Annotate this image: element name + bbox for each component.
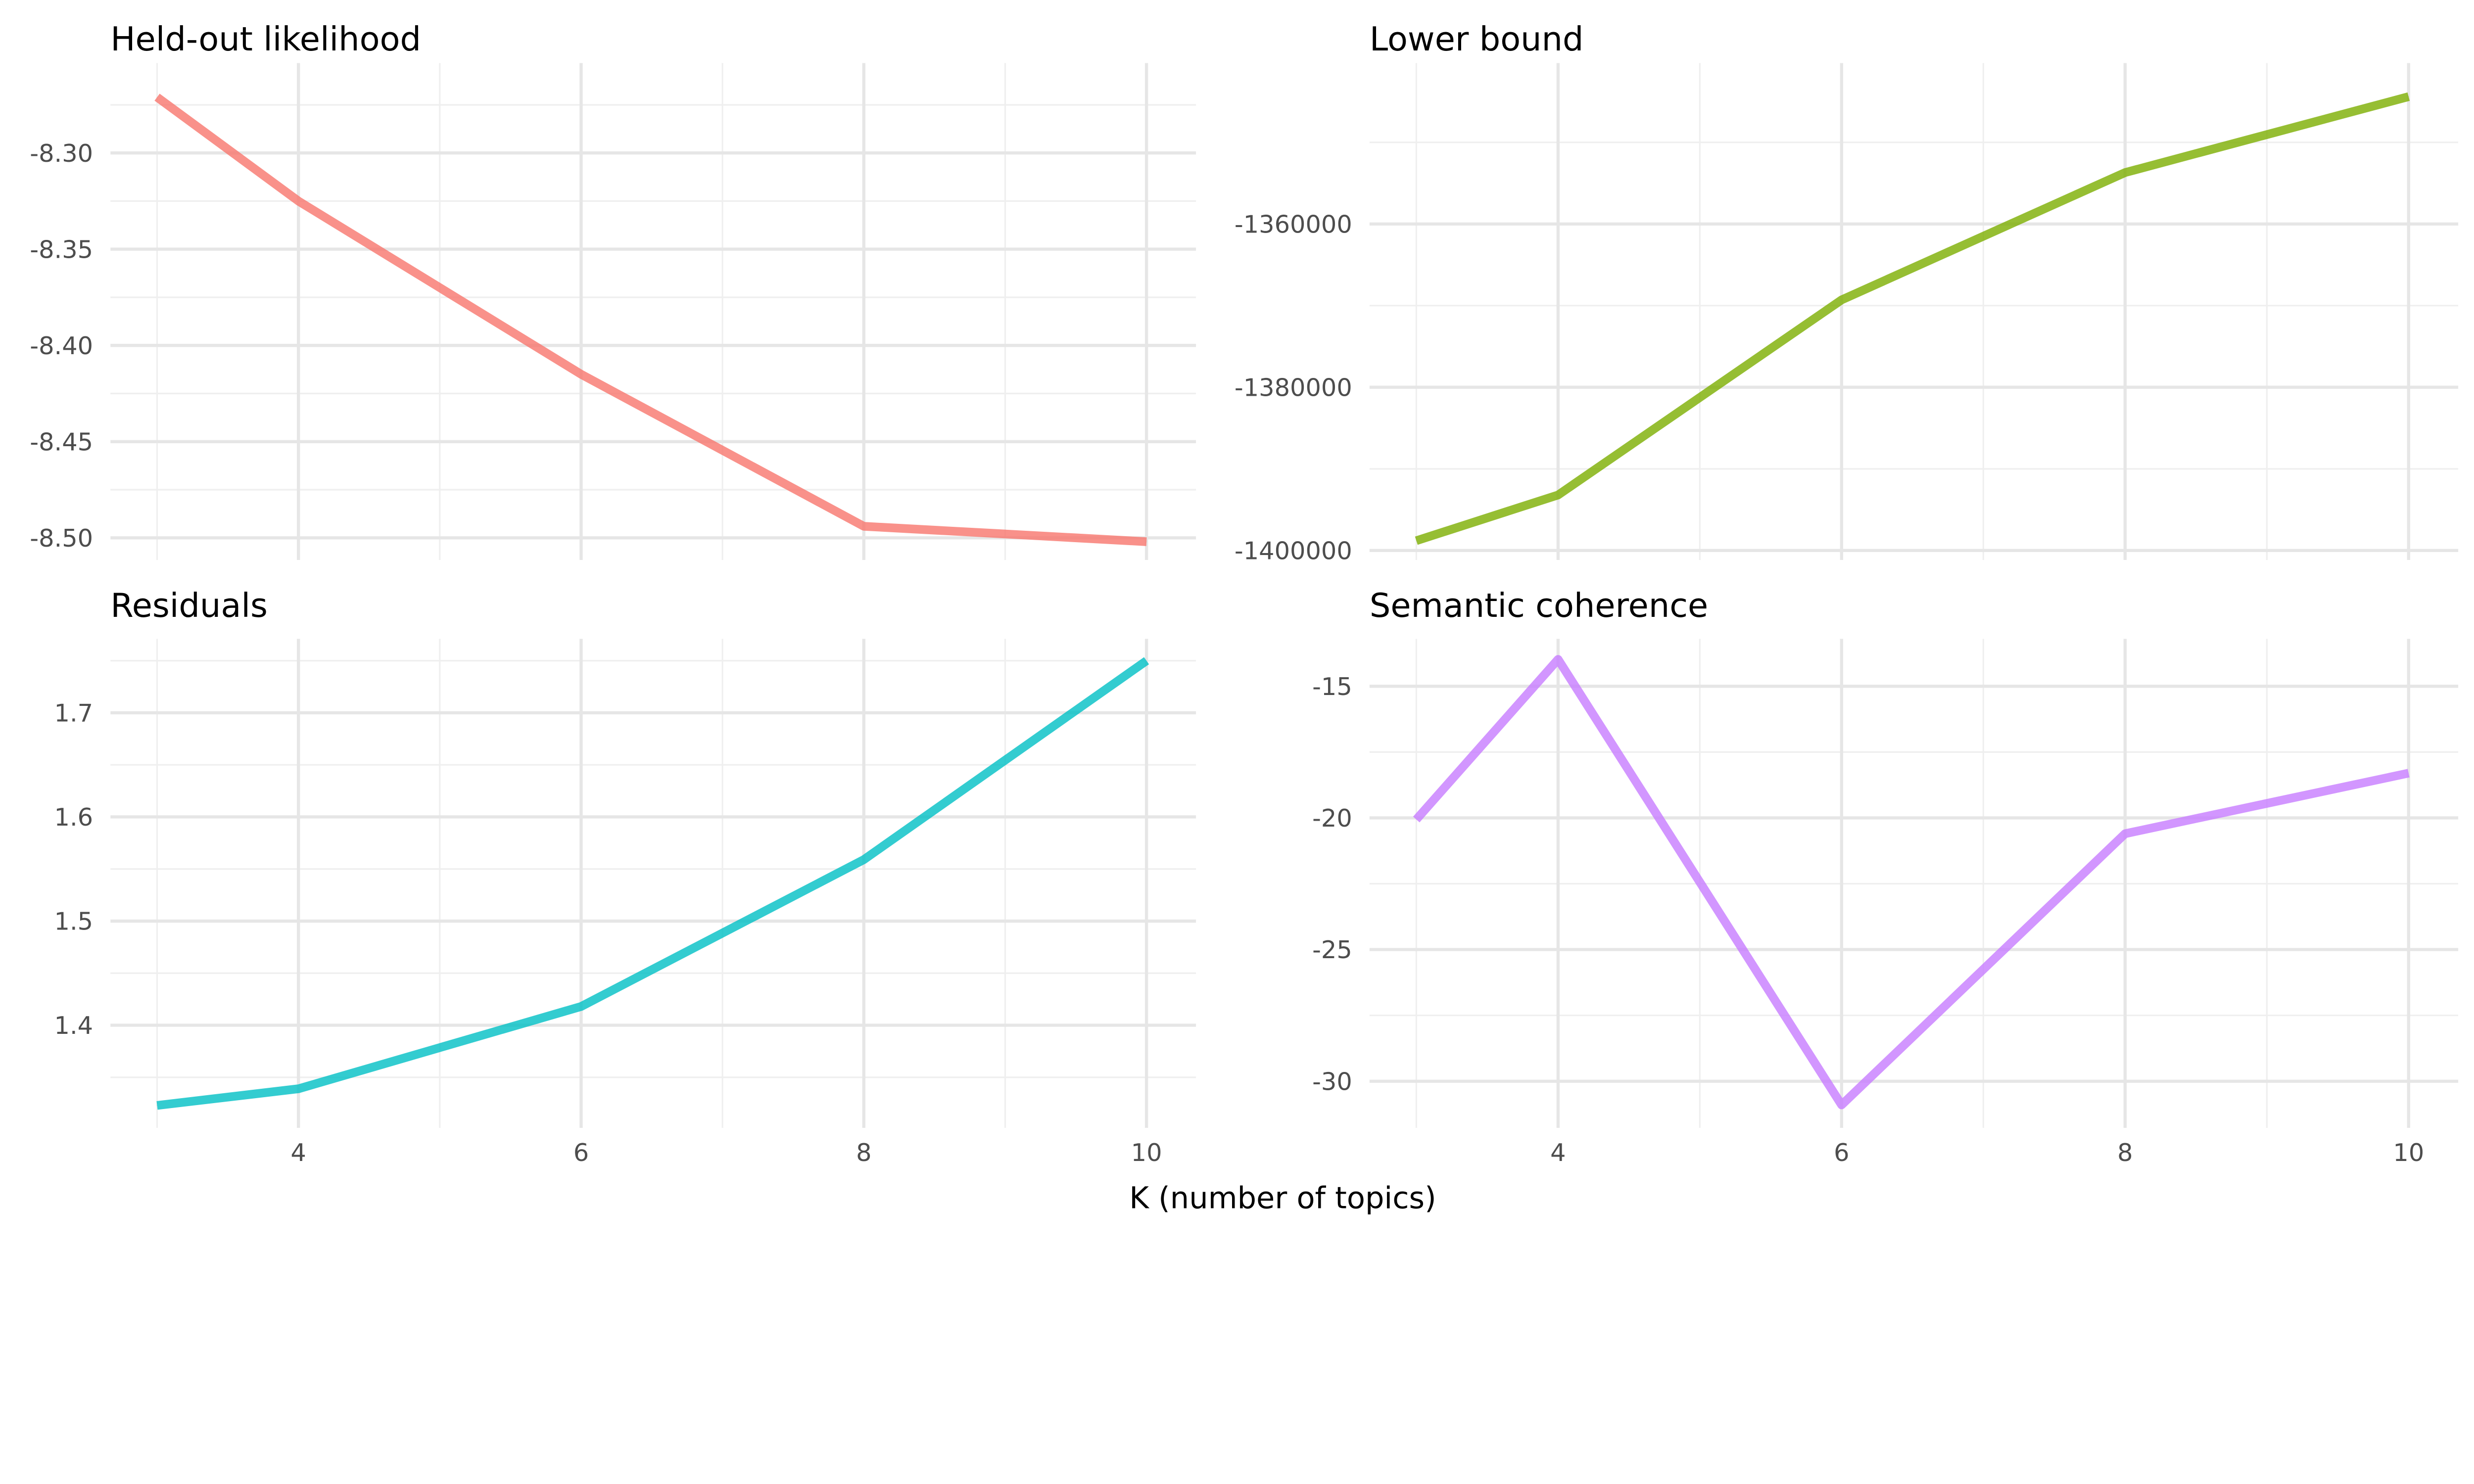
y-tick-label: -8.35	[30, 235, 93, 264]
y-tick-label: -8.50	[30, 524, 93, 553]
x-tick-label: 8	[2117, 1138, 2133, 1167]
chart-container: -8.30 -8.35 -8.40 -8.45 -8.50 Held-out likeli…	[30, 20, 2459, 1216]
data-point	[1146, 660, 1147, 661]
y-tick-label: -8.30	[30, 139, 93, 168]
y-tick-label: -1400000	[1235, 536, 1352, 565]
panel-residuals: 1.7 1.6 1.5 1.4 4 6 8 10 Residuals	[54, 586, 1196, 1167]
topic-model-diagnostics-chart: -8.30 -8.35 -8.40 -8.45 -8.50 Held-out likeli…	[30, 20, 2459, 1216]
x-axis-label: K (number of topics)	[1129, 1181, 1436, 1216]
y-tick-label: -20	[1312, 804, 1352, 833]
panel-title: Lower bound	[1370, 20, 1584, 58]
data-point	[863, 859, 864, 860]
data-point	[1558, 659, 1559, 660]
series-line	[1413, 655, 2410, 1110]
series-line	[1415, 92, 2410, 545]
x-tick-label: 8	[856, 1138, 871, 1167]
series-line	[154, 93, 1147, 546]
y-tick-label: -25	[1312, 935, 1352, 964]
y-tick-label: -1360000	[1235, 210, 1352, 238]
x-tick-label: 4	[290, 1138, 306, 1167]
y-tick-label: -8.45	[30, 427, 93, 456]
panel-semantic-coherence: -15 -20 -25 -30 4 6 8 10 Semantic coherence	[1312, 586, 2459, 1167]
y-tick-label: -15	[1312, 672, 1352, 701]
y-tick-label: -1380000	[1235, 373, 1352, 402]
panel-held-out-likelihood: -8.30 -8.35 -8.40 -8.45 -8.50 Held-out likeli…	[30, 20, 1196, 560]
y-tick-label: 1.7	[54, 698, 94, 727]
panel-title: Residuals	[110, 586, 268, 625]
series-line	[156, 657, 1149, 1110]
y-tick-label: -8.40	[30, 331, 93, 360]
x-tick-label: 10	[1131, 1138, 1162, 1167]
y-tick-label: 1.5	[54, 907, 94, 936]
panel-title: Semantic coherence	[1370, 586, 1708, 625]
data-point	[863, 526, 864, 527]
y-tick-label: 1.4	[54, 1011, 94, 1040]
data-point	[1416, 819, 1417, 820]
x-tick-label: 6	[1834, 1138, 1849, 1167]
x-tick-label: 6	[573, 1138, 589, 1167]
panel-lower-bound: -1360000 -1380000 -1400000 Lower bound	[1235, 20, 2459, 565]
x-tick-label: 4	[1550, 1138, 1566, 1167]
x-tick-label: 10	[2393, 1138, 2424, 1167]
y-tick-label: -30	[1312, 1067, 1352, 1096]
panel-title: Held-out likelihood	[110, 20, 421, 58]
y-tick-label: 1.6	[54, 803, 94, 832]
